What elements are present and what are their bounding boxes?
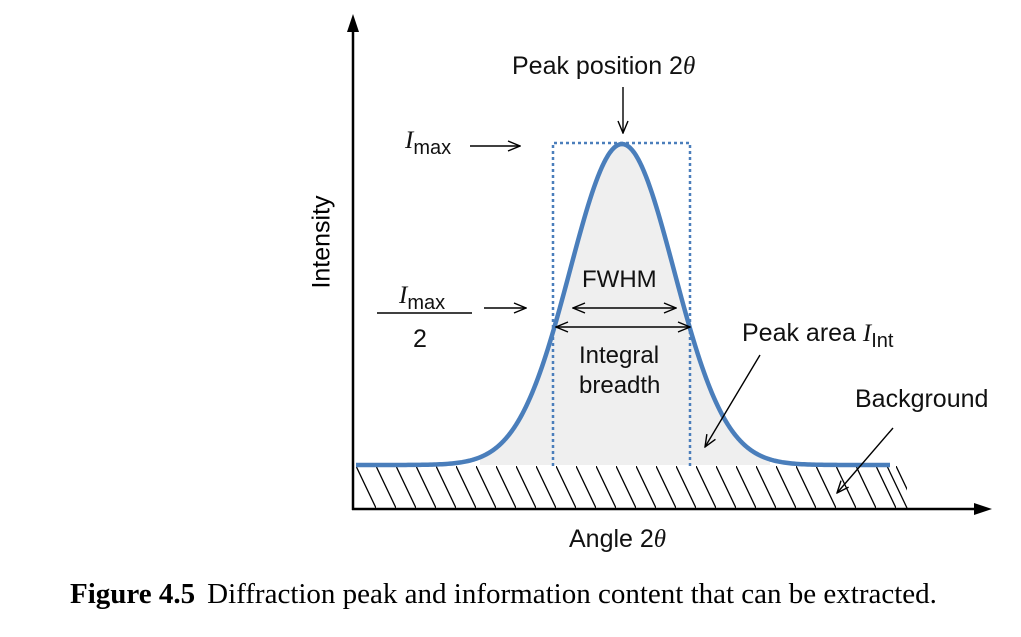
peak-position-label: Peak position 2θ	[512, 52, 696, 80]
half-max-subscript: max	[407, 292, 446, 314]
background-hatch-right-edge	[886, 465, 908, 509]
background-hatch	[356, 466, 907, 508]
x-axis-text: Angle 2	[569, 525, 654, 553]
x-axis-theta: θ	[653, 526, 667, 553]
peak-area-label: Peak area IInt	[742, 319, 894, 352]
y-axis-arrowhead	[347, 14, 359, 32]
peak-area-fill	[480, 144, 770, 465]
imax-symbol: I	[405, 127, 414, 154]
fwhm-label: FWHM	[582, 266, 657, 293]
background-arrow	[837, 427, 894, 493]
integral-breadth-label-line1: Integral	[579, 342, 660, 369]
theta-symbol: θ	[682, 53, 696, 80]
imax-subscript: max	[413, 137, 452, 159]
half-max-denominator: 2	[413, 325, 427, 353]
peak-area-symbol: I	[862, 320, 872, 347]
half-max-numerator: Imax	[399, 282, 445, 313]
y-axis-label: Intensity	[307, 195, 336, 289]
imax-label: Imax	[405, 127, 451, 158]
diffraction-peak-curve	[355, 141, 891, 468]
figure-caption: Figure 4.5 Diffraction peak and informati…	[70, 578, 937, 611]
background-label: Background	[855, 385, 989, 413]
half-max-symbol: I	[399, 282, 408, 309]
caption-number: Figure 4.5	[70, 578, 196, 610]
peak-area-text: Peak area	[742, 319, 863, 347]
x-axis-label: Angle 2θ	[569, 525, 667, 553]
peak-position-text: Peak position 2	[512, 52, 683, 80]
caption-text: Diffraction peak and information content…	[207, 578, 937, 610]
x-axis-arrowhead	[974, 503, 992, 515]
peak-area-arrow	[705, 354, 761, 447]
integral-breadth-label-line2: breadth	[579, 372, 661, 399]
peak-area-subscript: Int	[871, 330, 894, 352]
